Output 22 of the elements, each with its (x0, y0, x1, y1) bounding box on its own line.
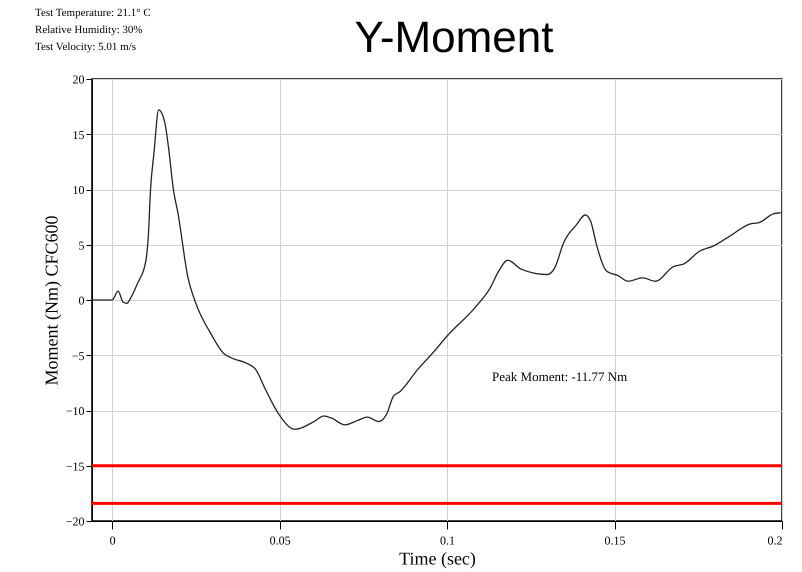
x-tick-label: 0.15 (604, 534, 626, 548)
y-tick-label: 20 (72, 72, 84, 86)
line-series (91, 109, 782, 430)
y-axis-title: Moment (Nm) CFC600 (42, 215, 62, 386)
y-tick-label: 15 (72, 128, 84, 142)
y-tick-label: 0 (78, 294, 84, 308)
x-axis-title: Time (sec) (399, 548, 476, 568)
y-tick-label: 10 (72, 183, 84, 197)
x-tick-label: 0 (110, 534, 116, 548)
x-tick-label: 0.05 (270, 534, 291, 548)
text: Test Temperature: 21.1° C (35, 7, 151, 19)
y-tick-label: 5 (78, 238, 84, 252)
chart-title: Y-Moment (354, 13, 554, 62)
y-tick-label: −10 (66, 404, 84, 418)
y-tick-label: −5 (72, 348, 84, 363)
y-tick-label: −20 (66, 514, 84, 528)
x-tick-label: 0.2 (768, 534, 782, 548)
text: Relative Humidity: 30% (35, 24, 143, 36)
x-tick-label: 0.1 (440, 534, 456, 548)
y-tick-label: −15 (66, 459, 84, 474)
text: Test Velocity: 5.01 m/s (35, 41, 136, 53)
annotation: Peak Moment: -11.77 Nm (492, 369, 628, 384)
